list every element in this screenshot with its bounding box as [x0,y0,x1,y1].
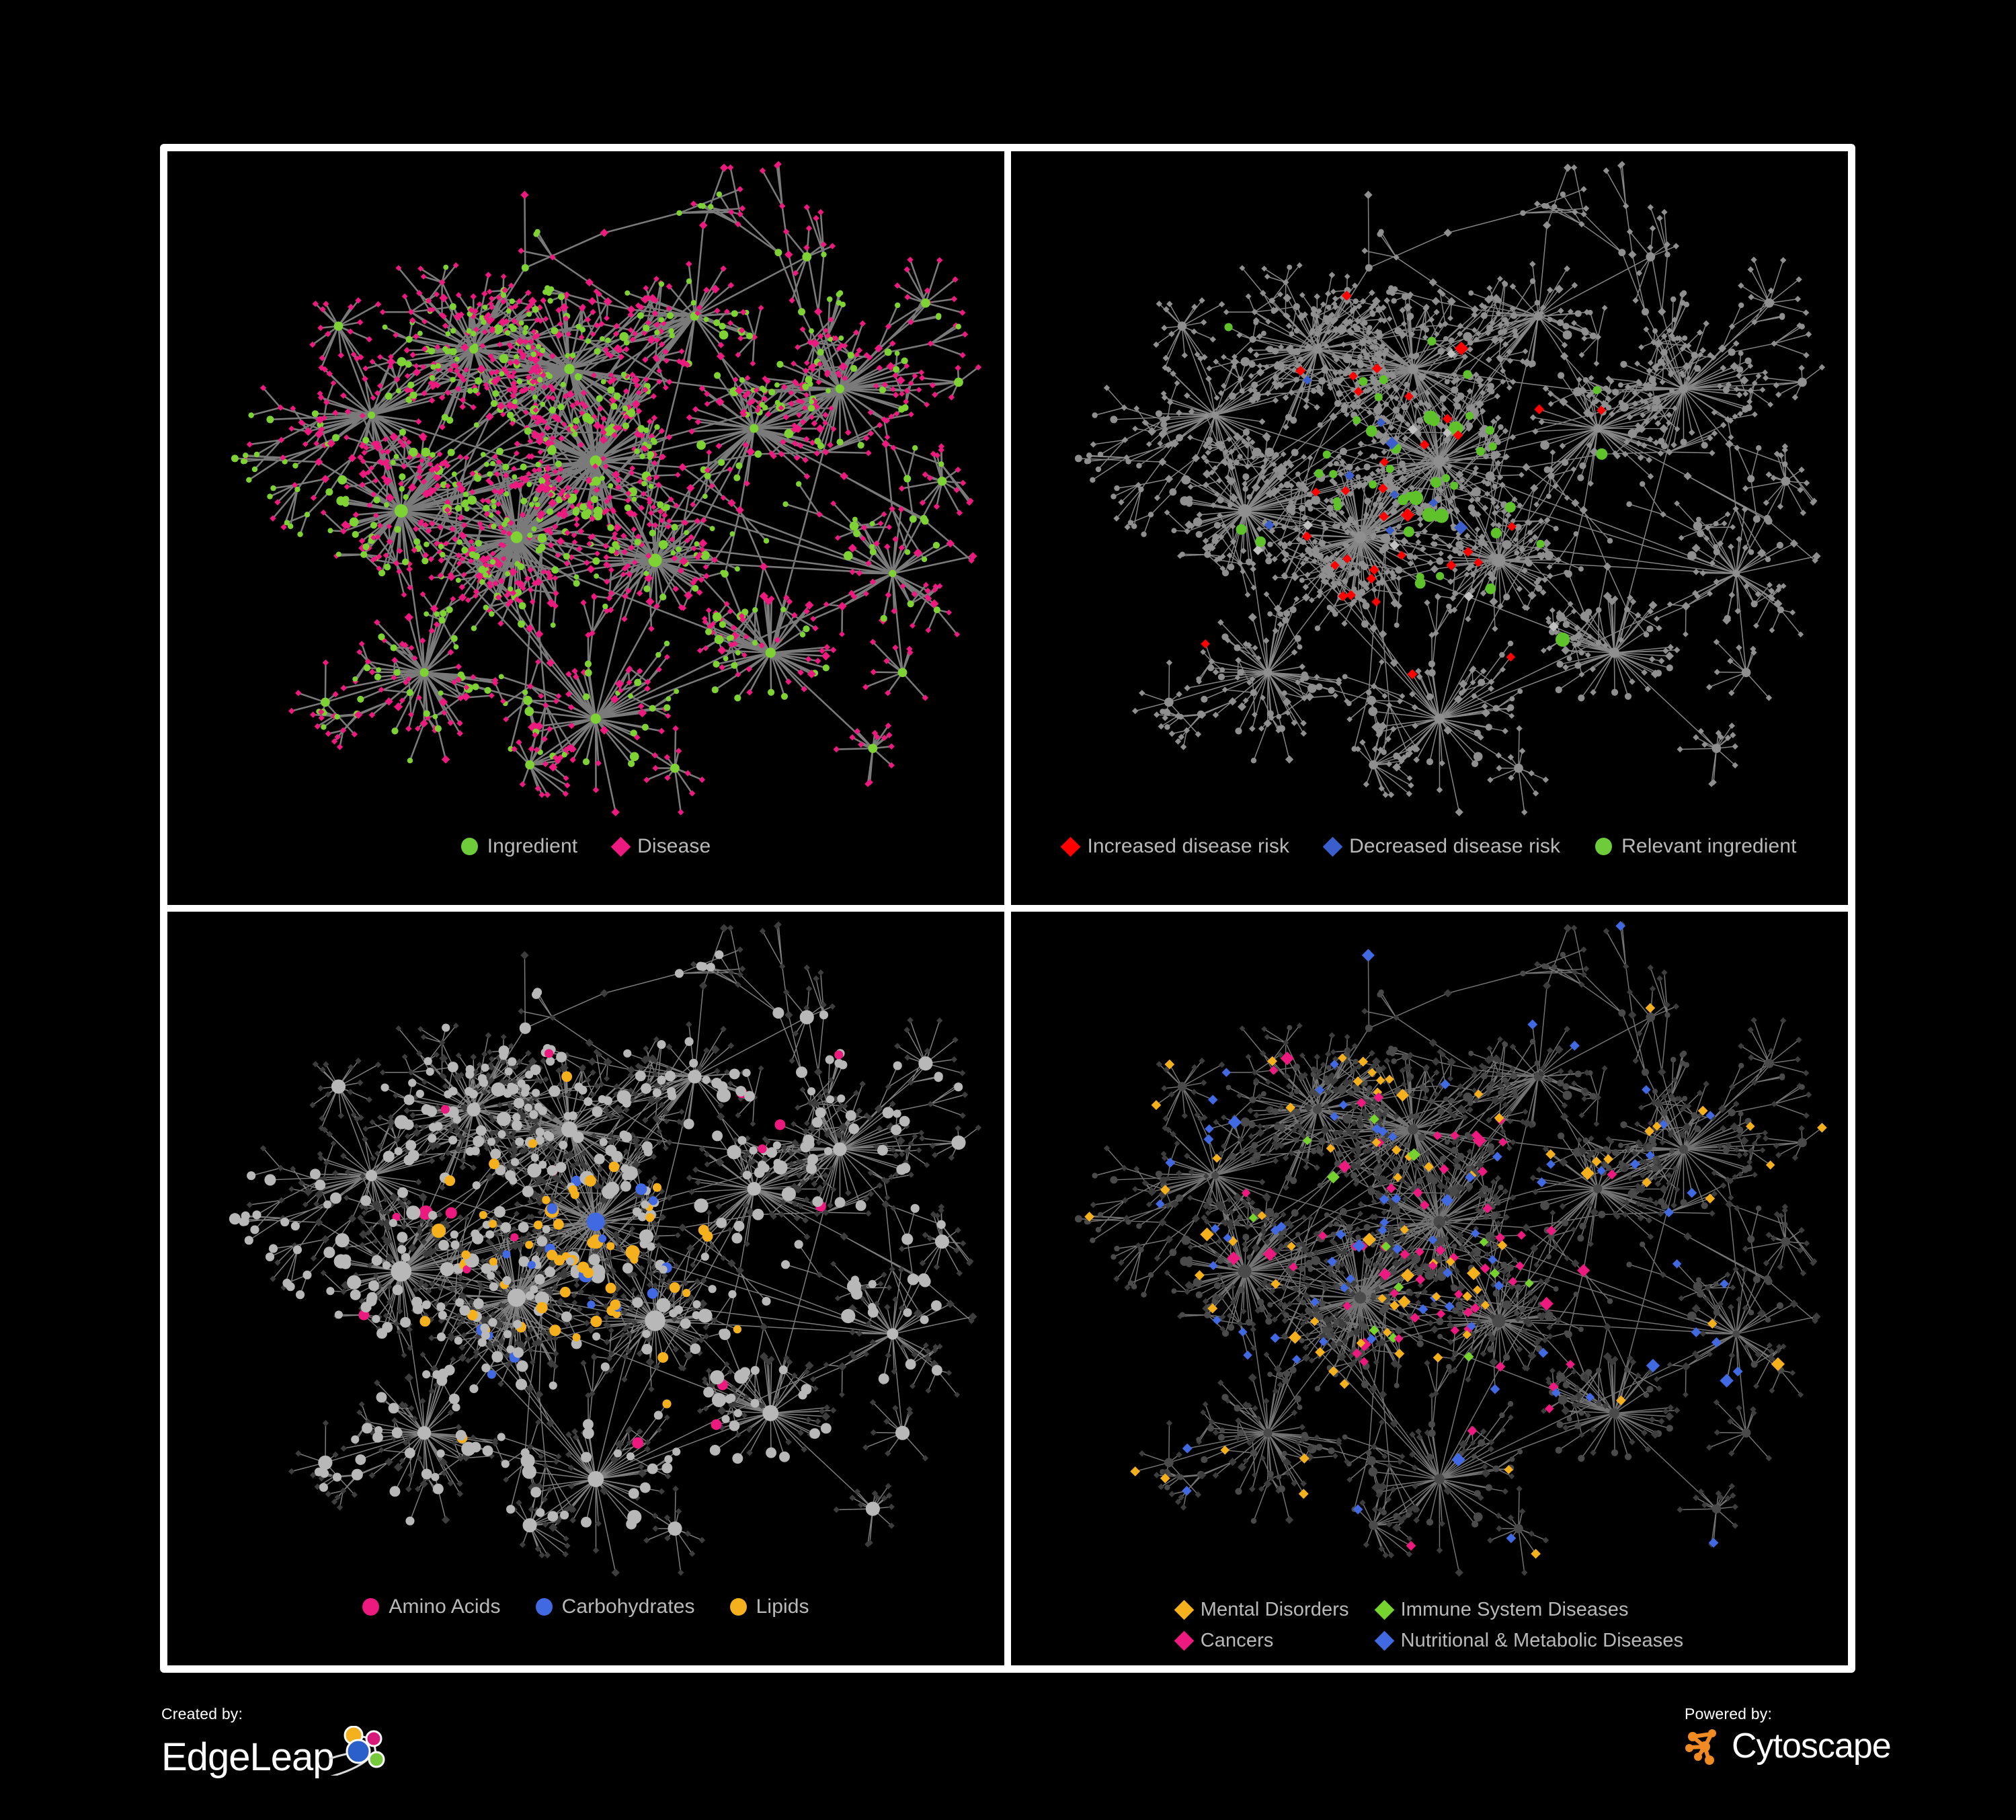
amino-acids-circle-icon [362,1598,380,1616]
cytoscape-network-icon [1685,1729,1716,1765]
legend-item-increased-disease-risk[interactable]: Increased disease risk [1061,835,1290,857]
edgeleap-logo: EdgeLeap [161,1726,391,1777]
created-by-edgeleap: Created by: EdgeLeap [161,1705,391,1777]
carbohydrates-circle-icon [535,1598,553,1616]
network-graph-top-left [231,161,982,817]
panel-nutrient-class: Amino Acids Carbohydrates Lipids [167,908,1008,1665]
legend-bottom-left: Amino Acids Carbohydrates Lipids [167,1585,1004,1665]
legend-item-cancers[interactable]: Cancers [1174,1625,1349,1656]
legend-item-carbohydrates[interactable]: Carbohydrates [535,1595,695,1618]
legend-item-mental-disorders[interactable]: Mental Disorders [1174,1594,1349,1625]
legend-label: Relevant ingredient [1621,835,1797,857]
figure-footer: Created by: EdgeLeap Powered by: [0,1686,2016,1820]
nutritional-metabolic-diamond-icon [1374,1630,1394,1651]
legend-row: Amino Acids Carbohydrates Lipids [345,1597,826,1617]
immune-system-diamond-icon [1374,1599,1394,1620]
panel-disease-risk: Increased disease risk Decreased disease… [1008,151,1848,908]
network-graph-bottom-right [1074,920,1827,1577]
legend-item-ingredient[interactable]: Ingredient [460,835,578,857]
panel-ingredient-disease: Ingredient Disease [167,151,1008,908]
decreased-risk-diamond-icon [1322,836,1343,857]
created-by-label: Created by: [161,1705,243,1723]
panel-disease-category: Mental Disorders Immune System Diseases … [1008,908,1848,1665]
network-canvas-bottom-right [1011,912,1848,1585]
legend-top-right: Increased disease risk Decreased disease… [1011,824,1848,905]
cancers-diamond-icon [1174,1630,1195,1651]
legend-item-amino-acids[interactable]: Amino Acids [362,1597,500,1617]
legend-bottom-right: Mental Disorders Immune System Diseases … [1011,1585,1848,1665]
legend-label: Ingredient [487,835,578,857]
legend-label: Lipids [756,1595,809,1618]
legend-label: Increased disease risk [1087,835,1290,857]
powered-by-label: Powered by: [1685,1705,1773,1723]
lipids-circle-icon [729,1598,747,1616]
legend-item-disease[interactable]: Disease [610,835,711,857]
mental-disorders-diamond-icon [1174,1599,1195,1620]
legend-label: Cancers [1200,1629,1274,1651]
legend-label: Mental Disorders [1200,1598,1349,1620]
network-canvas-top-left [167,151,1004,824]
figure-frame: Ingredient Disease Increased disease ris… [160,144,1855,1673]
legend-label: Amino Acids [389,1595,501,1618]
legend-item-immune-system-diseases[interactable]: Immune System Diseases [1374,1594,1684,1625]
relevant-ingredient-circle-icon [1595,838,1613,855]
increased-risk-diamond-icon [1061,836,1081,857]
legend-label: Nutritional & Metabolic Diseases [1400,1629,1684,1651]
legend-label: Decreased disease risk [1349,835,1561,857]
legend-row: Increased disease risk Decreased disease… [1045,836,1814,857]
legend-row: Ingredient Disease [444,836,729,857]
legend-label: Immune System Diseases [1400,1598,1629,1620]
powered-by-cytoscape: Powered by: [1685,1705,1892,1766]
legend-item-relevant-ingredient[interactable]: Relevant ingredient [1595,836,1796,857]
network-graph-bottom-left [229,921,982,1577]
legend-label: Disease [637,835,711,857]
legend-item-decreased-disease-risk[interactable]: Decreased disease risk [1322,835,1561,857]
network-canvas-top-right [1011,151,1848,824]
legend-top-left: Ingredient Disease [167,824,1004,905]
network-graph-top-right [1074,161,1826,817]
network-canvas-bottom-left [167,912,1004,1585]
cytoscape-wordmark: Cytoscape [1732,1727,1892,1766]
cytoscape-logo: Cytoscape [1685,1726,1892,1766]
ingredient-circle-icon [460,838,478,855]
legend-label: Carbohydrates [561,1595,695,1618]
disease-diamond-icon [610,836,631,857]
edgeleap-node-icon [329,1726,385,1776]
legend-item-lipids[interactable]: Lipids [729,1595,809,1618]
edgeleap-wordmark: EdgeLeap [161,1735,334,1779]
legend-item-nutritional-metabolic-diseases[interactable]: Nutritional & Metabolic Diseases [1374,1625,1684,1656]
